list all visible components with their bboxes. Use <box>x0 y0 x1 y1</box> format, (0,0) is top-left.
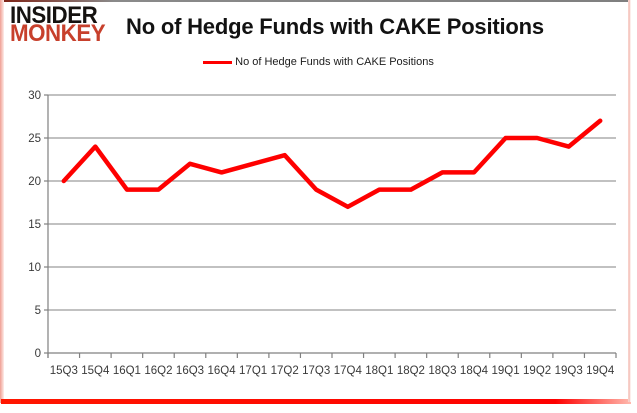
y-axis-tick-label: 0 <box>35 348 41 360</box>
x-axis-tick-label: 16Q2 <box>144 365 172 377</box>
x-axis-tick-label: 15Q3 <box>50 365 78 377</box>
x-axis-tick-label: 19Q4 <box>586 365 615 377</box>
legend: No of Hedge Funds with CAKE Positions <box>0 54 637 70</box>
y-axis-tick-label: 5 <box>35 305 41 317</box>
x-axis-tick-label: 16Q3 <box>176 365 204 377</box>
x-axis-tick-label: 16Q1 <box>113 365 141 377</box>
x-axis-tick-label: 18Q2 <box>397 365 425 377</box>
insider-monkey-logo: INSIDER MONKEY <box>10 2 112 47</box>
logo-line-monkey: MONKEY <box>10 20 106 47</box>
page-title: No of Hedge Funds with CAKE Positions <box>126 14 544 39</box>
x-axis-tick-label: 19Q1 <box>491 365 519 377</box>
y-axis-tick-label: 20 <box>28 176 41 188</box>
chart-svg: 0 5 10 15 20 25 30 15Q3 15Q4 16Q1 16Q2 16Q3 16Q4 17Q1… <box>28 90 617 377</box>
x-axis-tick-label: 15Q4 <box>81 365 110 377</box>
y-axis-tick-label: 15 <box>28 219 41 231</box>
x-axis-tick-label: 19Q2 <box>523 365 551 377</box>
legend-line-marker <box>203 60 233 64</box>
x-axis-tick-label: 17Q3 <box>302 365 330 377</box>
logo-line-insider: INSIDER <box>10 2 98 29</box>
y-axis-tick-label: 30 <box>28 90 41 102</box>
y-axis-tick-label: 10 <box>28 262 41 274</box>
x-axis-tick-label: 18Q1 <box>365 365 393 377</box>
legend-label: No of Hedge Funds with CAKE Positions <box>235 56 434 68</box>
x-axis-tick-label: 16Q4 <box>207 365 236 377</box>
x-axis-tick-label: 17Q1 <box>239 365 267 377</box>
line-chart: 0 5 10 15 20 25 30 15Q3 15Q4 16Q1 16Q2 16Q3 16Q4 17Q1… <box>0 78 637 408</box>
x-axis-tick-label: 17Q4 <box>334 365 363 377</box>
x-axis-tick-label: 17Q2 <box>271 365 299 377</box>
x-axis-tick-label: 19Q3 <box>555 365 583 377</box>
x-axis-tick-label: 18Q4 <box>460 365 489 377</box>
series-line <box>61 118 603 210</box>
x-axis-tick-label: 18Q3 <box>428 365 456 377</box>
y-axis-tick-label: 25 <box>28 133 41 145</box>
